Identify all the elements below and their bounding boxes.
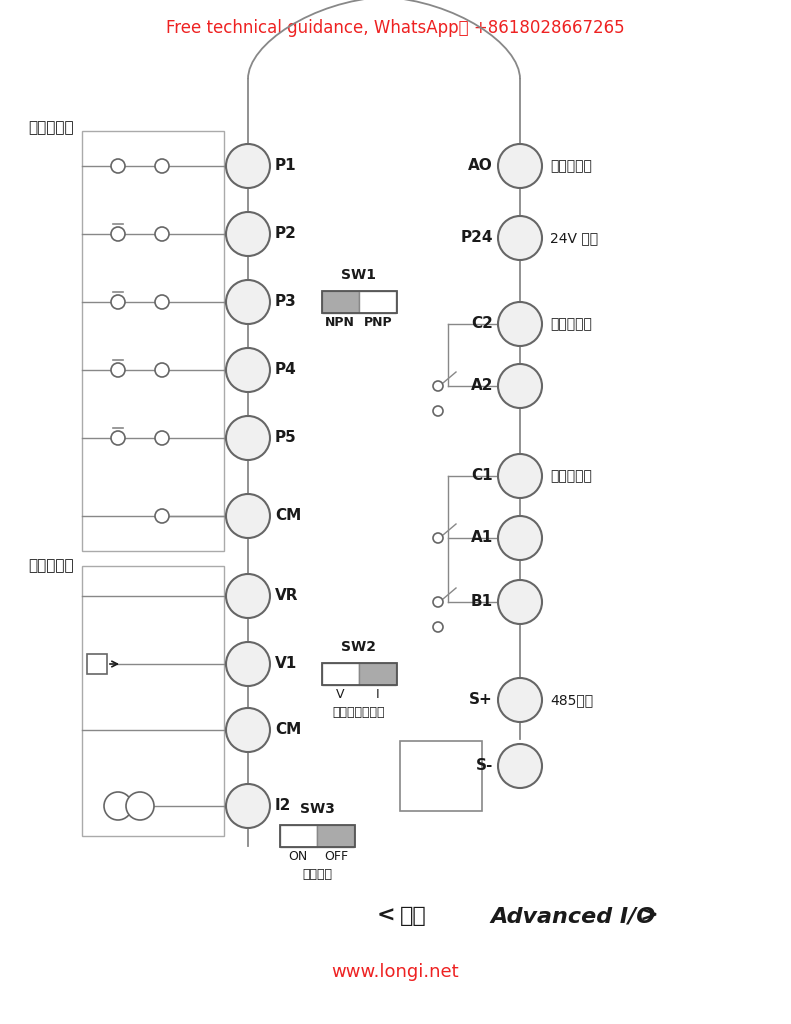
Circle shape	[433, 406, 443, 416]
Circle shape	[111, 295, 125, 309]
Text: Advanced I/O: Advanced I/O	[490, 906, 655, 926]
Circle shape	[226, 574, 270, 618]
Text: Free technical guidance, WhatsApp： +8618028667265: Free technical guidance, WhatsApp： +8618…	[165, 19, 624, 37]
Circle shape	[433, 622, 443, 632]
Circle shape	[498, 678, 542, 722]
Text: 多功能输入: 多功能输入	[28, 121, 74, 135]
Text: 模拟量输入: 模拟量输入	[28, 558, 74, 573]
Circle shape	[498, 744, 542, 788]
Text: V: V	[335, 688, 344, 701]
Circle shape	[226, 642, 270, 686]
Text: 高级: 高级	[400, 906, 427, 926]
Circle shape	[155, 509, 169, 523]
Text: 继电器输出: 继电器输出	[550, 317, 592, 331]
Text: 模拟量输出: 模拟量输出	[550, 159, 592, 173]
Text: PNP: PNP	[364, 316, 392, 330]
Circle shape	[155, 431, 169, 445]
Circle shape	[111, 431, 125, 445]
Circle shape	[498, 144, 542, 188]
Circle shape	[226, 416, 270, 460]
Circle shape	[111, 159, 125, 173]
Text: www.longi.net: www.longi.net	[331, 963, 459, 981]
Text: P1: P1	[275, 159, 297, 173]
Circle shape	[226, 708, 270, 752]
Circle shape	[433, 534, 443, 543]
Circle shape	[111, 227, 125, 241]
Circle shape	[155, 362, 169, 377]
Text: P5: P5	[275, 430, 297, 445]
Text: 通信: 通信	[433, 786, 448, 800]
Text: P3: P3	[275, 295, 297, 309]
FancyBboxPatch shape	[322, 291, 359, 313]
Circle shape	[498, 580, 542, 624]
Circle shape	[498, 216, 542, 260]
Text: 模拟量输入选择: 模拟量输入选择	[333, 707, 385, 720]
FancyBboxPatch shape	[400, 741, 482, 811]
Text: 远程/485: 远程/485	[419, 768, 463, 781]
Text: ON: ON	[289, 851, 308, 863]
Circle shape	[126, 792, 154, 820]
Text: A2: A2	[471, 379, 493, 393]
Circle shape	[155, 227, 169, 241]
Circle shape	[226, 212, 270, 256]
FancyBboxPatch shape	[317, 825, 354, 847]
Text: 24V 电源: 24V 电源	[550, 231, 598, 245]
Text: CM: CM	[275, 509, 301, 523]
Circle shape	[226, 784, 270, 828]
Circle shape	[498, 516, 542, 560]
Circle shape	[498, 302, 542, 346]
Circle shape	[226, 144, 270, 188]
Text: SW1: SW1	[342, 268, 377, 282]
Circle shape	[155, 159, 169, 173]
Text: SW2: SW2	[342, 640, 377, 654]
Text: P24: P24	[460, 230, 493, 246]
Text: NPN: NPN	[325, 316, 355, 330]
FancyBboxPatch shape	[359, 291, 396, 313]
Text: <: <	[377, 906, 395, 926]
Text: VR: VR	[275, 589, 298, 603]
Circle shape	[226, 494, 270, 538]
Text: B1: B1	[471, 595, 493, 609]
Circle shape	[226, 348, 270, 392]
Text: V1: V1	[275, 656, 297, 672]
Text: AO: AO	[468, 159, 493, 173]
Circle shape	[155, 295, 169, 309]
Circle shape	[226, 280, 270, 324]
Circle shape	[433, 381, 443, 391]
Text: 终端电阵: 终端电阵	[302, 868, 332, 882]
Text: C1: C1	[471, 469, 493, 483]
Circle shape	[433, 597, 443, 607]
Text: SW3: SW3	[300, 802, 335, 816]
Circle shape	[498, 454, 542, 498]
Text: OFF: OFF	[324, 851, 348, 863]
FancyBboxPatch shape	[322, 663, 359, 685]
Text: A1: A1	[471, 530, 493, 546]
FancyBboxPatch shape	[359, 663, 396, 685]
Text: 继电器输出: 继电器输出	[550, 469, 592, 483]
Text: RJ45: RJ45	[427, 751, 455, 764]
Text: P4: P4	[275, 362, 297, 378]
Text: >: >	[640, 906, 659, 926]
Text: CM: CM	[275, 723, 301, 737]
Circle shape	[498, 364, 542, 408]
Text: C2: C2	[471, 316, 493, 332]
Text: S-: S-	[475, 759, 493, 773]
Circle shape	[104, 792, 132, 820]
Text: S+: S+	[469, 692, 493, 708]
Text: 485通信: 485通信	[550, 693, 593, 707]
FancyBboxPatch shape	[87, 654, 107, 674]
Text: I: I	[377, 688, 380, 701]
Text: I2: I2	[275, 799, 291, 813]
FancyBboxPatch shape	[280, 825, 317, 847]
Text: P2: P2	[275, 226, 297, 242]
Circle shape	[111, 362, 125, 377]
